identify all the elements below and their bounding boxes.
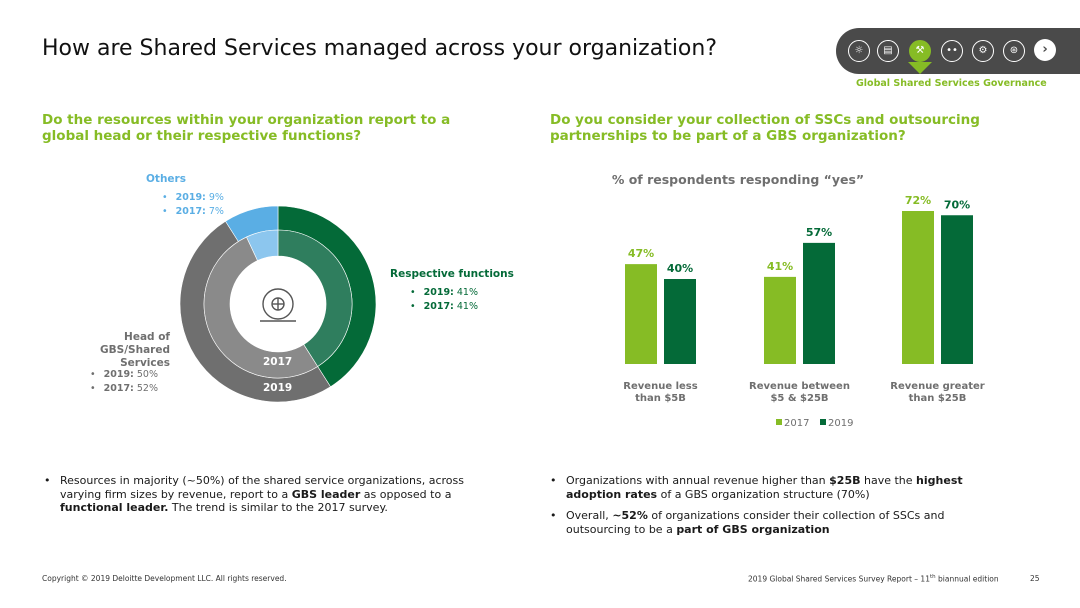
respective-values: 2019: 41% 2017: 41%	[410, 286, 478, 314]
head-of-gbs-label: Head of GBS/Shared Services	[100, 331, 170, 369]
section-nav: ☼ ▤ ⚒ •• ⚙ ⊛ ›	[836, 28, 1080, 74]
category-label-2: $5 & $25B	[770, 393, 828, 404]
bar-chart-title: % of respondents responding “yes”	[612, 172, 864, 187]
legend-label-2017: 2017	[784, 418, 809, 429]
category-label-3: Revenue greater	[890, 381, 984, 392]
ring-label-2017: 2017	[263, 356, 293, 368]
page-title: How are Shared Services managed across y…	[42, 36, 718, 61]
bar-label-2017-2: 41%	[767, 260, 793, 273]
footprints-icon[interactable]: ••	[941, 40, 963, 62]
head-2019: 2019: 50%	[90, 368, 158, 382]
bar-label-2019-3: 70%	[944, 198, 970, 211]
bar-2017-1	[625, 264, 657, 364]
footer-report-title: 2019 Global Shared Services Survey Repor…	[748, 574, 999, 584]
bar-2019-2	[803, 242, 835, 364]
bar-2019-1	[664, 279, 696, 364]
bar-2017-2	[764, 276, 796, 364]
bar-label-2017-3: 72%	[905, 194, 931, 207]
category-label-3: than $25B	[909, 393, 967, 404]
reporting-donut-chart	[179, 205, 377, 403]
category-label-1: than $5B	[635, 393, 686, 404]
category-label-2: Revenue between	[749, 381, 850, 392]
respective-2017: 2017: 41%	[410, 300, 478, 314]
nav-active-pointer	[908, 62, 932, 74]
respective-2019: 2019: 41%	[410, 286, 478, 300]
left-question: Do the resources within your organizatio…	[42, 112, 451, 144]
nav-caption: Global Shared Services Governance	[856, 78, 1047, 89]
right-question: Do you consider your collection of SSCs …	[550, 112, 980, 144]
left-bullets: Resources in majority (~50%) of the shar…	[42, 474, 492, 523]
bullet-item: Resources in majority (~50%) of the shar…	[42, 474, 492, 515]
legend-label-2019: 2019	[828, 418, 853, 429]
gavel-icon[interactable]: ⚒	[909, 40, 931, 62]
bar-label-2019-1: 40%	[667, 262, 693, 275]
document-icon[interactable]: ▤	[877, 40, 899, 62]
globe-icon[interactable]: ☼	[848, 40, 870, 62]
bar-label-2017-1: 47%	[628, 247, 654, 260]
bar-2017-3	[902, 211, 934, 364]
right-bullets: Organizations with annual revenue higher…	[548, 474, 978, 544]
others-2019: 2019: 9%	[162, 191, 224, 205]
ring-label-2019: 2019	[263, 382, 293, 394]
head-values: 2019: 50% 2017: 52%	[90, 368, 158, 396]
category-label-1: Revenue less	[623, 381, 697, 392]
footer-copyright: Copyright © 2019 Deloitte Development LL…	[42, 574, 287, 583]
head-2017: 2017: 52%	[90, 382, 158, 396]
others-label: Others	[146, 173, 186, 185]
gbs-yes-bar-chart: % of respondents responding “yes” 47% 40% R…	[612, 172, 985, 429]
others-2017: 2017: 7%	[162, 205, 224, 219]
tools-icon[interactable]: ⚙	[972, 40, 994, 62]
bullet-item: Organizations with annual revenue higher…	[548, 474, 978, 501]
page-number: 25	[1030, 574, 1040, 583]
chevron-right-icon[interactable]: ›	[1034, 39, 1056, 61]
telescope-icon[interactable]: ⊛	[1003, 40, 1025, 62]
others-values: 2019: 9% 2017: 7%	[162, 191, 224, 219]
bullet-item: Overall, ~52% of organizations consider …	[548, 509, 978, 536]
legend-swatch-2017	[776, 419, 782, 425]
bar-2019-3	[941, 215, 973, 364]
legend-swatch-2019	[820, 419, 826, 425]
respective-functions-label: Respective functions	[390, 268, 514, 280]
globe-cycle-icon	[260, 288, 296, 322]
bar-label-2019-2: 57%	[806, 226, 832, 239]
